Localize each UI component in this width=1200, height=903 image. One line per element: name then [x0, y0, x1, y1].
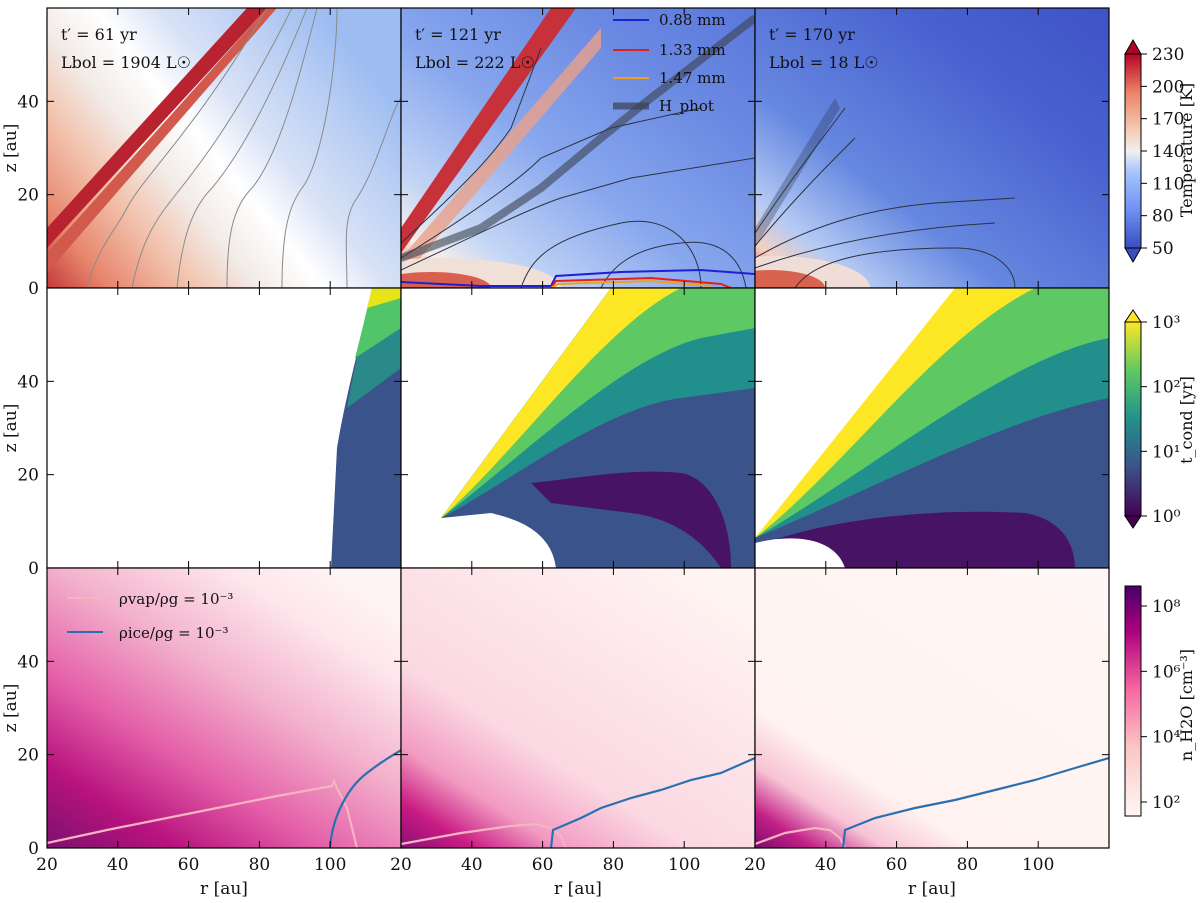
ice-contour-1 [328, 749, 401, 848]
colorbar-tick-label: 10⁸ [1152, 597, 1181, 617]
legend-item-vapor: ρvap/ρg = 10⁻³ [119, 590, 233, 608]
ylabel-2: z [au] [1, 404, 21, 453]
y-tick-label: 0 [28, 559, 39, 579]
ylabel-1: z [au] [1, 124, 21, 173]
ice-contour-3 [841, 756, 1109, 848]
colorbar-tick-label: 10¹ [1152, 442, 1180, 462]
panel-tcond-1 [46, 287, 402, 569]
x-tick-label: 60 [886, 855, 908, 875]
colorbar-tick-label: 10⁴ [1152, 728, 1181, 748]
time-label-2: t′ = 121 yr [415, 25, 501, 44]
x-tick-label: 60 [532, 855, 554, 875]
x-tick-label: 20 [390, 855, 412, 875]
y-tick-label: 20 [17, 746, 39, 766]
lbol-label-1: Lbol = 1904 L☉ [61, 53, 191, 72]
ylabel-3: z [au] [1, 684, 21, 733]
legend-item-ice: ρice/ρg = 10⁻³ [119, 624, 229, 642]
colorbar-tick-label: 170 [1152, 110, 1184, 130]
line-1.47mm [550, 279, 712, 288]
xlabel-3: r [au] [908, 879, 956, 899]
panel-tcond-2 [400, 287, 756, 569]
colorbar-tick-label: 140 [1152, 142, 1184, 162]
vapor-contour-2 [401, 822, 568, 848]
y-tick-label: 20 [17, 186, 39, 206]
panel-density-3 [754, 567, 1110, 849]
hot-wedge [47, 8, 267, 248]
line-0.88mm [401, 268, 755, 287]
x-tick-label: 20 [744, 855, 766, 875]
colorbar-tick-label: 80 [1152, 207, 1174, 227]
panel-density-2 [400, 567, 756, 849]
colorbar-tick-label: 10⁰ [1152, 507, 1181, 527]
panel-tcond-3 [754, 287, 1110, 569]
x-tick-label: 40 [107, 855, 129, 875]
x-tick-label: 40 [461, 855, 483, 875]
lbol-label-2: Lbol = 222 L☉ [415, 53, 535, 72]
x-tick-label: 40 [815, 855, 837, 875]
line-1.33mm [550, 276, 732, 288]
colorbar-temperature-label: Temperature [K] [1177, 83, 1196, 217]
vapor-contour-3 [755, 826, 846, 848]
x-tick-label: 80 [603, 855, 625, 875]
xlabel-2: r [au] [554, 879, 602, 899]
x-tick-label: 80 [249, 855, 271, 875]
colorbar-tick-label: 10² [1152, 378, 1180, 398]
y-tick-label: 0 [28, 279, 39, 299]
y-tick-label: 40 [17, 652, 39, 672]
time-label-1: t′ = 61 yr [61, 25, 137, 44]
colorbar-density-label: n_H2O [cm⁻³] [1177, 649, 1196, 761]
colorbar-tcond-label: t_cond [yr] [1177, 376, 1196, 464]
x-tick-label: 80 [957, 855, 979, 875]
legend-item-1.33: 1.33 mm [659, 41, 726, 59]
y-tick-label: 40 [17, 92, 39, 112]
panel-temperature-2: t′ = 121 yr Lbol = 222 L☉ 0.88 mm 1.33 m… [400, 7, 756, 289]
legend-density: ρvap/ρg = 10⁻³ ρice/ρg = 10⁻³ [67, 590, 233, 642]
colorbar-tcond: 10⁰ 10¹ 10² 10³ t_cond [yr] [1124, 309, 1196, 529]
colorbar-tick-label: 50 [1152, 239, 1174, 259]
x-tick-label: 100 [1022, 855, 1054, 875]
y-tick-label: 20 [17, 466, 39, 486]
colorbar-density: 10² 10⁴ 10⁶ 10⁸ n_H2O [cm⁻³] [1124, 585, 1196, 817]
colorbar-tick-label: 10⁶ [1152, 662, 1181, 682]
panel-temperature-3: t′ = 170 yr Lbol = 18 L☉ [754, 7, 1110, 289]
colorbar-tick-label: 110 [1152, 174, 1184, 194]
x-tick-label: 100 [314, 855, 346, 875]
h-phot-line [401, 14, 755, 262]
x-tick-label: 100 [668, 855, 700, 875]
colorbar-tick-label: 200 [1152, 77, 1184, 97]
legend-temperature: 0.88 mm 1.33 mm 1.47 mm H_phot [613, 11, 726, 115]
time-label-3: t′ = 170 yr [769, 25, 855, 44]
legend-item-hphot: H_phot [659, 97, 714, 115]
panel-temperature-1: t′ = 61 yr Lbol = 1904 L☉ [46, 7, 402, 289]
colorbar-tick-label: 230 [1152, 45, 1184, 65]
x-tick-label: 20 [36, 855, 58, 875]
y-tick-label: 0 [28, 839, 39, 859]
colorbar-temperature: 50 80 110 140 170 200 230 Temperature [K] [1124, 38, 1196, 264]
vapor-contour-1 [47, 778, 359, 848]
legend-item-1.47: 1.47 mm [659, 69, 726, 87]
panel-density-1: ρvap/ρg = 10⁻³ ρice/ρg = 10⁻³ [46, 567, 402, 849]
x-tick-label: 60 [178, 855, 200, 875]
y-tick-label: 40 [17, 372, 39, 392]
ice-contour-2 [549, 756, 755, 848]
legend-item-0.88: 0.88 mm [659, 11, 726, 29]
colorbar-tick-label: 10² [1152, 793, 1180, 813]
colorbar-tick-label: 10³ [1152, 313, 1180, 333]
lbol-label-3: Lbol = 18 L☉ [769, 53, 879, 72]
xlabel-1: r [au] [200, 879, 248, 899]
